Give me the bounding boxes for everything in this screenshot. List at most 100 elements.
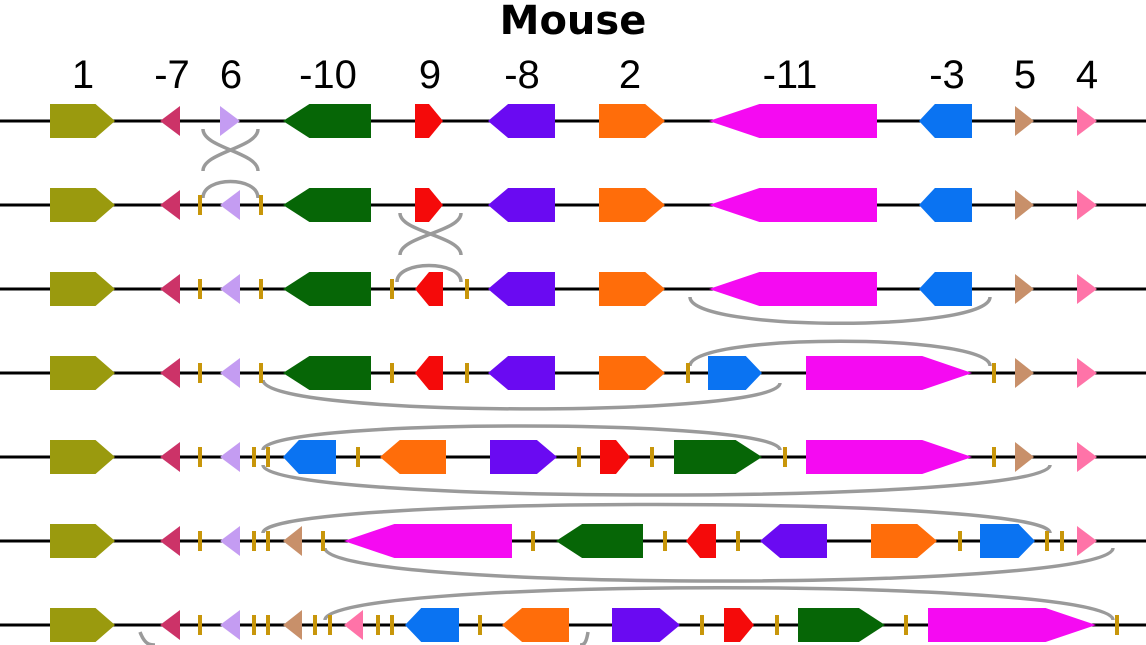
gene-6-arrow: [220, 358, 240, 388]
gene-2-arrow: [380, 440, 446, 474]
gene-1-arrow: [50, 272, 115, 306]
gene-2-arrow: [599, 188, 665, 222]
reversal-arc: [688, 296, 992, 325]
reversal-arc: [688, 339, 992, 367]
gene-10-arrow: [283, 356, 371, 390]
gene-11-arrow: [806, 440, 972, 474]
gene-header-label: 4: [1076, 53, 1098, 97]
gene-4-arrow: [1077, 190, 1097, 220]
genome-rows: [0, 104, 1146, 642]
gene-3-arrow: [405, 608, 459, 642]
gene-3-arrow: [919, 272, 972, 306]
gene-9-arrow: [600, 440, 630, 474]
reversal-arc: [395, 263, 463, 283]
gene-5-arrow: [1015, 106, 1034, 136]
reversal-arc: [201, 179, 260, 199]
gene-11-arrow: [709, 104, 877, 138]
gene-1-arrow: [50, 356, 115, 390]
gene-4-arrow: [1077, 274, 1097, 304]
gene-10-arrow: [798, 608, 885, 642]
gene-2-arrow: [599, 104, 665, 138]
gene-2-arrow: [599, 356, 665, 390]
gene-10-arrow: [674, 440, 762, 474]
reversal-arc: [323, 547, 1115, 583]
gene-1-arrow: [50, 608, 115, 642]
gene-7-arrow: [160, 190, 180, 220]
gene-10-arrow: [283, 272, 371, 306]
diagram-title: Mouse: [500, 0, 647, 44]
gene-8-arrow: [612, 608, 680, 642]
gene-8-arrow: [488, 188, 555, 222]
gene-8-arrow: [488, 356, 555, 390]
gene-3-arrow: [919, 104, 972, 138]
gene-6-arrow: [220, 610, 240, 640]
gene-11-arrow: [806, 356, 972, 390]
gene-header-label: 5: [1014, 53, 1036, 97]
gene-6-arrow: [220, 190, 240, 220]
gene-8-arrow: [488, 104, 555, 138]
gene-header-label: 9: [419, 53, 441, 97]
gene-9-arrow: [724, 608, 754, 642]
reversal-arc: [261, 424, 782, 451]
gene-8-arrow: [488, 272, 555, 306]
genome-row: [0, 608, 1146, 642]
gene-1-arrow: [50, 104, 115, 138]
gene-4-arrow: [1077, 526, 1097, 556]
gene-header-label: -11: [763, 53, 818, 97]
gene-4-arrow: [1077, 442, 1097, 472]
gene-8-arrow: [760, 524, 827, 558]
genome-row: [0, 524, 1146, 558]
gene-header-label: 1: [72, 53, 94, 97]
reversal-arc: [201, 128, 260, 172]
gene-9-arrow: [686, 524, 716, 558]
gene-7-arrow: [160, 274, 180, 304]
genome-row: [0, 272, 1146, 306]
gene-11-arrow: [928, 608, 1096, 642]
gene-10-arrow: [556, 524, 643, 558]
gene-header-label: -7: [154, 53, 190, 97]
gene-11-arrow: [344, 524, 512, 558]
reversal-arc: [261, 502, 1052, 534]
gene-11-arrow: [709, 272, 877, 306]
gene-7-arrow: [160, 526, 180, 556]
gene-3-arrow: [283, 440, 336, 474]
reversal-arc: [261, 379, 782, 411]
gene-8-arrow: [490, 440, 557, 474]
gene-7-arrow: [160, 106, 180, 136]
gene-6-arrow: [220, 106, 240, 136]
gene-3-arrow: [919, 188, 972, 222]
gene-2-arrow: [871, 524, 937, 558]
gene-7-arrow: [160, 610, 180, 640]
gene-header-labels: 1 -7 6 -10 9 -8 2 -11 -3 5 4: [72, 53, 1098, 97]
gene-9-arrow: [415, 356, 443, 390]
genome-row: [0, 104, 1146, 138]
reversal-arc: [398, 212, 463, 256]
gene-3-arrow: [980, 524, 1035, 558]
gene-3-arrow: [708, 356, 762, 390]
gene-header-label: -3: [929, 53, 965, 97]
gene-2-arrow: [599, 272, 665, 306]
reversal-arcs: [138, 128, 1115, 645]
gene-header-label: -8: [504, 53, 540, 97]
gene-header-label: 6: [220, 53, 242, 97]
gene-5-arrow: [283, 526, 302, 556]
gene-1-arrow: [50, 524, 115, 558]
gene-10-arrow: [283, 104, 371, 138]
reversal-arc: [261, 464, 1052, 497]
genome-row: [0, 188, 1146, 222]
gene-5-arrow: [1015, 274, 1034, 304]
gene-4-arrow: [1077, 106, 1097, 136]
gene-5-arrow: [1015, 442, 1034, 472]
gene-4-arrow: [1077, 358, 1097, 388]
gene-9-arrow: [415, 104, 443, 138]
genome-row: [0, 440, 1146, 474]
gene-6-arrow: [220, 442, 240, 472]
gene-1-arrow: [50, 440, 115, 474]
gene-1-arrow: [50, 188, 115, 222]
gene-5-arrow: [1015, 358, 1034, 388]
gene-2-arrow: [502, 608, 569, 642]
gene-5-arrow: [283, 610, 302, 640]
gene-7-arrow: [160, 358, 180, 388]
gene-10-arrow: [283, 188, 371, 222]
